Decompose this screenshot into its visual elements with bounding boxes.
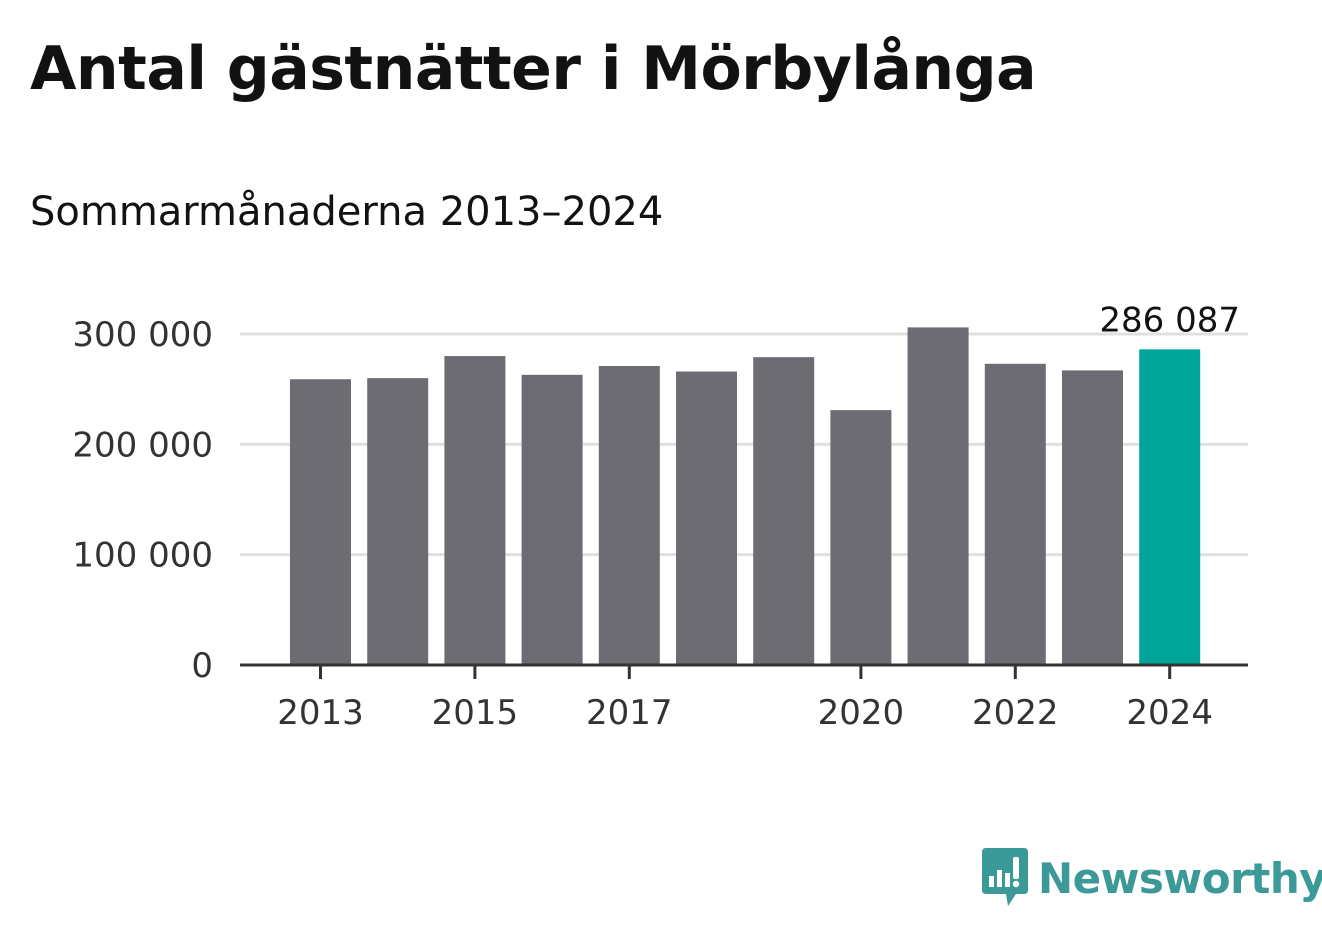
y-tick-label: 0 [191, 646, 213, 686]
chart-title: Antal gästnätter i Mörbylånga [30, 34, 1037, 104]
bar-2024 [1139, 349, 1201, 665]
y-tick-label: 300 000 [72, 315, 213, 355]
data-labels: 286 087 [1099, 300, 1240, 340]
bar-2020 [830, 410, 892, 665]
bar-2018 [676, 371, 737, 665]
bars [290, 327, 1201, 665]
bar-2016 [521, 374, 583, 665]
y-tick-label: 100 000 [72, 536, 213, 576]
x-tick-label: 2015 [432, 693, 519, 733]
bar-2019 [753, 357, 815, 665]
x-axis [240, 663, 1248, 679]
bar-2023 [1062, 370, 1123, 665]
bar-2021 [907, 327, 969, 665]
bar-chart-speech-bubble-icon [982, 848, 1028, 906]
bar-2017 [598, 365, 660, 665]
x-tick-label: 2017 [586, 693, 673, 733]
y-axis: 0 100 000 200 000 300 000 [72, 315, 213, 686]
x-tick-label: 2022 [972, 693, 1059, 733]
bar-2022 [984, 363, 1046, 665]
data-label: 286 087 [1099, 300, 1240, 340]
x-tick-labels: 2013 2015 2017 2020 2022 2024 [277, 693, 1213, 733]
bar-2013 [290, 379, 351, 665]
bar-2015 [444, 356, 506, 665]
newsworthy-logo: Newsworthy [980, 848, 1322, 908]
bar-2014 [367, 378, 429, 665]
y-tick-label: 200 000 [72, 425, 213, 465]
brand-name: Newsworthy [1038, 853, 1322, 903]
chart-subtitle: Sommarmånaderna 2013–2024 [30, 189, 664, 235]
x-tick-label: 2020 [818, 693, 905, 733]
x-tick-label: 2024 [1126, 693, 1213, 733]
x-tick-label: 2013 [277, 693, 364, 733]
